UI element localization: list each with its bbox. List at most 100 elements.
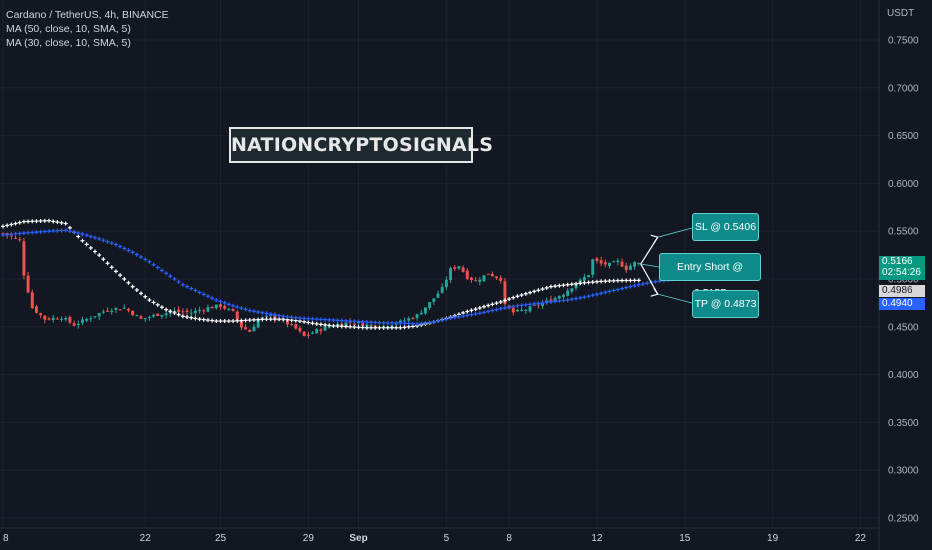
candle-body xyxy=(152,314,156,317)
candle-body xyxy=(419,312,423,315)
candle-body xyxy=(595,258,599,261)
candle-body xyxy=(432,298,436,302)
candle-body xyxy=(478,279,482,282)
candle-body xyxy=(47,318,51,320)
last-price-tag: 0.5166 02:54:26 xyxy=(879,256,925,280)
tp-callout[interactable]: TP @ 0.4873 xyxy=(692,290,759,318)
entry-callout[interactable]: Entry Short @ 0.5157 xyxy=(659,253,761,299)
sl-callout[interactable]: SL @ 0.5406 xyxy=(692,213,759,241)
y-tick-label: 0.6000 xyxy=(888,179,919,190)
candle-body xyxy=(223,305,227,309)
candle-body xyxy=(185,310,189,313)
y-tick-label: 0.4000 xyxy=(888,370,919,381)
candle-body xyxy=(202,310,206,312)
y-tick-label: 0.4500 xyxy=(888,322,919,333)
x-tick-label: 29 xyxy=(303,533,315,544)
candle-body xyxy=(516,309,519,312)
candle-body xyxy=(76,323,80,326)
candle-body xyxy=(189,312,193,314)
candle-body xyxy=(85,318,89,321)
x-tick-label: 25 xyxy=(215,533,227,544)
candle-body xyxy=(34,306,38,313)
candle-body xyxy=(252,326,256,332)
candle-body xyxy=(612,261,616,263)
x-tick-label: 22 xyxy=(855,533,867,544)
x-tick-label: Sep xyxy=(349,533,367,544)
candle-body xyxy=(51,317,55,320)
candle-body xyxy=(344,322,348,327)
candle-body xyxy=(127,308,130,311)
candle-body xyxy=(361,322,365,327)
candle-body xyxy=(528,306,532,312)
candle-body xyxy=(520,309,524,311)
y-tick-label: 0.3500 xyxy=(888,418,919,429)
candle-body xyxy=(591,259,595,275)
candle-body xyxy=(570,288,574,292)
y-tick-label: 0.7000 xyxy=(888,83,919,94)
candle-body xyxy=(285,319,289,325)
candle-body xyxy=(147,316,151,318)
candle-body xyxy=(503,281,507,305)
ma-30-legend[interactable]: MA (30, close, 10, SMA, 5) xyxy=(6,37,131,49)
candle-body xyxy=(566,290,570,296)
candle-body xyxy=(352,323,356,325)
candle-body xyxy=(239,321,243,328)
candle-body xyxy=(110,310,114,313)
chart-grid xyxy=(0,0,879,528)
candle-body xyxy=(160,314,164,317)
moving-average-series xyxy=(1,218,683,330)
candle-body xyxy=(164,313,168,316)
candle-body xyxy=(524,310,528,312)
candle-body xyxy=(444,279,448,288)
candle-body xyxy=(461,267,465,272)
candle-body xyxy=(60,318,64,320)
candle-body xyxy=(490,273,494,277)
candle-body xyxy=(97,313,101,317)
candle-body xyxy=(101,311,105,313)
ma-50-line xyxy=(1,218,641,330)
trade-arrows xyxy=(640,227,693,304)
candle-body xyxy=(248,330,252,332)
candle-body xyxy=(616,260,620,263)
symbol-title[interactable]: Cardano / TetherUS, 4h, BINANCE xyxy=(6,9,169,21)
currency-label: USDT xyxy=(887,8,915,19)
y-tick-label: 0.6500 xyxy=(888,131,919,142)
candle-body xyxy=(302,331,306,336)
watermark-banner: NATIONCRYPTOSIGNALS xyxy=(229,127,493,163)
x-tick-label: 5 xyxy=(444,533,450,544)
candle-body xyxy=(415,314,419,318)
candle-body xyxy=(156,313,160,316)
candle-body xyxy=(81,319,84,323)
candle-body xyxy=(587,275,591,278)
candle-body xyxy=(206,307,210,312)
candle-body xyxy=(453,267,457,269)
candle-body xyxy=(323,326,327,331)
candle-body xyxy=(231,308,235,311)
candle-body xyxy=(106,310,110,312)
candle-body xyxy=(294,324,298,329)
candle-body xyxy=(26,275,30,293)
candle-body xyxy=(499,277,503,281)
candle-body xyxy=(403,320,407,322)
candle-body xyxy=(235,311,239,320)
candle-body xyxy=(227,308,231,310)
candle-body xyxy=(624,265,628,270)
ma-50-price-tag: 0.4986 xyxy=(879,285,925,297)
candle-body xyxy=(574,284,578,289)
candle-body xyxy=(72,323,76,326)
y-tick-label: 0.7500 xyxy=(888,36,919,47)
ma-50-legend[interactable]: MA (50, close, 10, SMA, 5) xyxy=(6,23,131,35)
candle-body xyxy=(68,317,72,323)
candle-body xyxy=(482,275,486,282)
candle-body xyxy=(423,307,427,314)
candle-body xyxy=(64,318,68,320)
candle-body xyxy=(495,276,499,279)
candle-body xyxy=(55,318,59,320)
candle-body xyxy=(244,327,248,330)
candle-body xyxy=(311,332,314,334)
candle-body xyxy=(411,318,415,320)
sl-connector xyxy=(657,227,693,238)
candle-body xyxy=(637,263,641,265)
bar-countdown: 02:54:26 xyxy=(882,267,921,278)
